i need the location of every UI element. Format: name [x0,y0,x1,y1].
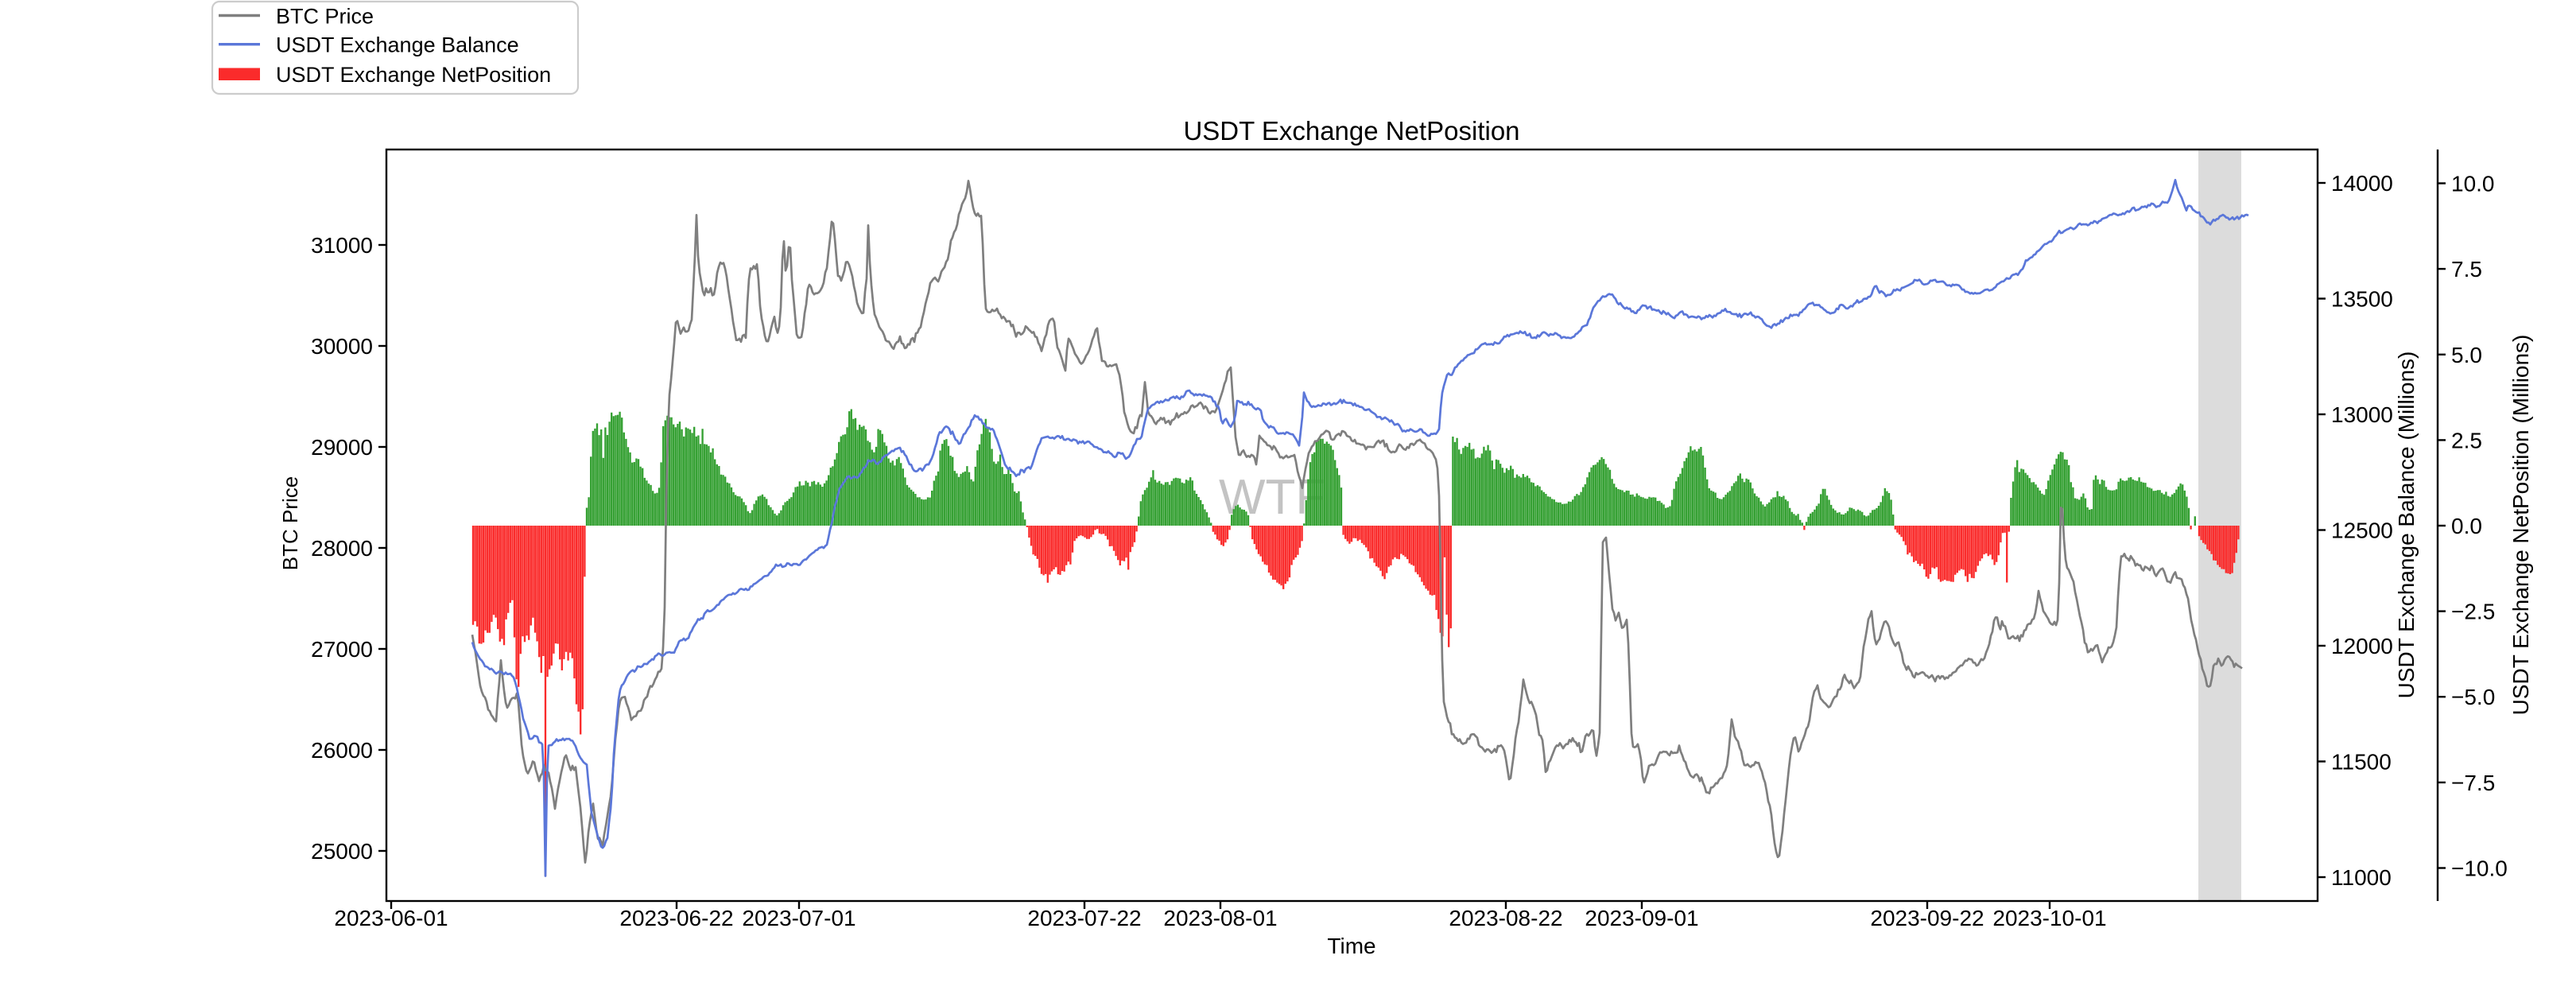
svg-text:7.5: 7.5 [2451,257,2482,282]
svg-text:−7.5: −7.5 [2451,771,2495,795]
svg-text:2023-06-22: 2023-06-22 [619,906,733,930]
svg-text:BTC Price: BTC Price [276,5,374,29]
svg-text:12000: 12000 [2331,634,2393,658]
svg-text:12500: 12500 [2331,518,2393,543]
svg-text:11000: 11000 [2331,865,2392,890]
svg-text:2.5: 2.5 [2451,428,2482,452]
svg-text:BTC Price: BTC Price [278,476,302,570]
svg-text:USDT Exchange NetPosition: USDT Exchange NetPosition [1183,116,1519,146]
svg-text:2023-08-22: 2023-08-22 [1449,906,1562,930]
svg-text:−2.5: −2.5 [2451,600,2495,624]
svg-text:28000: 28000 [311,536,373,561]
svg-text:27000: 27000 [311,637,373,662]
svg-text:2023-07-22: 2023-07-22 [1027,906,1141,930]
svg-text:31000: 31000 [311,233,373,258]
svg-text:USDT Exchange Balance: USDT Exchange Balance [276,33,519,57]
svg-text:USDT Exchange NetPosition (Mil: USDT Exchange NetPosition (Millions) [2508,335,2533,716]
svg-text:−10.0: −10.0 [2451,856,2508,881]
svg-text:Time: Time [1327,934,1375,958]
svg-text:13000: 13000 [2331,402,2393,427]
svg-text:14000: 14000 [2331,171,2393,196]
svg-text:25000: 25000 [311,839,373,864]
svg-text:−5.0: −5.0 [2451,685,2495,709]
svg-text:13500: 13500 [2331,287,2393,312]
svg-text:USDT Exchange NetPosition: USDT Exchange NetPosition [276,63,551,87]
svg-text:2023-06-01: 2023-06-01 [334,906,448,930]
svg-text:29000: 29000 [311,435,373,460]
svg-text:2023-09-01: 2023-09-01 [1585,906,1698,930]
svg-text:5.0: 5.0 [2451,343,2482,367]
svg-text:2023-08-01: 2023-08-01 [1163,906,1277,930]
svg-text:26000: 26000 [311,738,373,763]
svg-text:2023-09-22: 2023-09-22 [1870,906,1984,930]
svg-text:30000: 30000 [311,334,373,359]
svg-text:2023-10-01: 2023-10-01 [1992,906,2106,930]
svg-text:0.0: 0.0 [2451,514,2482,538]
svg-text:10.0: 10.0 [2451,172,2495,196]
svg-text:2023-07-01: 2023-07-01 [742,906,855,930]
svg-text:USDT Exchange Balance (Million: USDT Exchange Balance (Millions) [2394,351,2419,699]
svg-text:11500: 11500 [2331,750,2392,775]
